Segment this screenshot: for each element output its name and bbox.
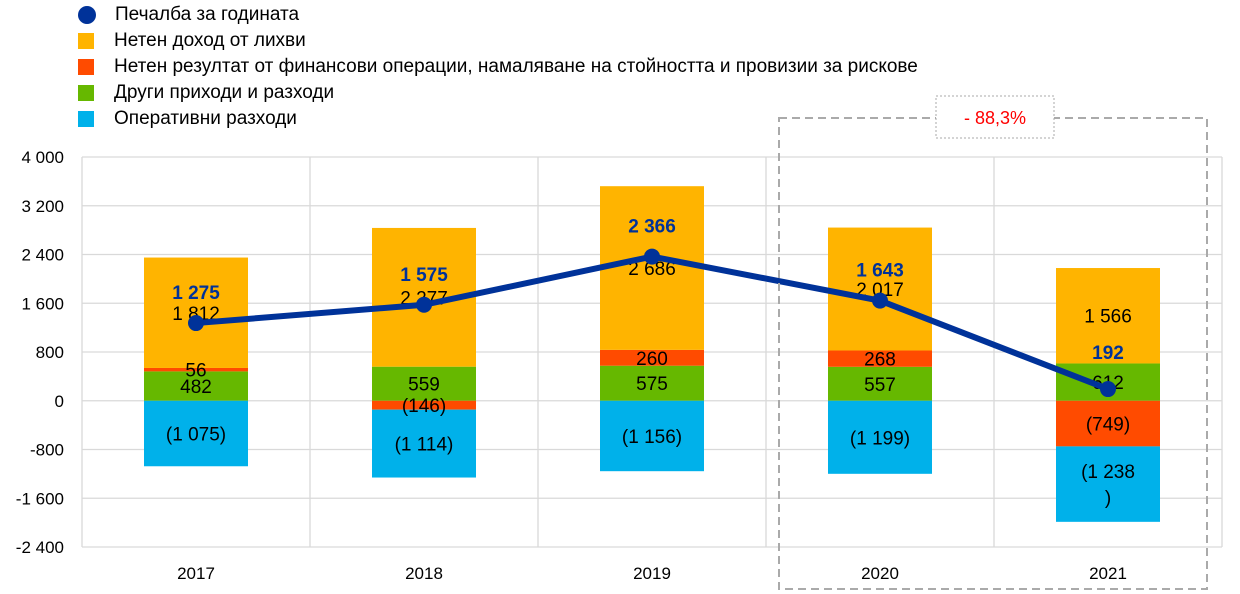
data-label: 2 686 (628, 259, 676, 280)
y-tick-label: 2 400 (21, 246, 64, 265)
bar-segment (372, 400, 476, 410)
x-tick-label: 2019 (633, 564, 671, 583)
data-label: 1 566 (1084, 307, 1132, 328)
legend-item: Нетен доход от лихви (78, 28, 918, 54)
data-label: 482 (180, 377, 212, 398)
bar-segment (600, 365, 704, 401)
profit-label: 1 275 (172, 283, 220, 304)
data-label: (1 199) (850, 428, 910, 449)
y-tick-label: -2 400 (16, 538, 64, 557)
bar-segment (1056, 446, 1160, 522)
legend-marker-dot (78, 6, 96, 24)
data-label: (1 156) (622, 427, 682, 448)
legend-label: Други приходи и разходи (114, 82, 335, 103)
profit-label: 1 575 (400, 265, 448, 286)
legend-label: Печалба за годината (115, 4, 300, 25)
bar-segment (1056, 268, 1160, 364)
bar-segment (144, 367, 248, 372)
legend-item: Нетен резултат от финансови операции, на… (78, 54, 918, 80)
bar-segment (1056, 400, 1160, 447)
legend-item: Печалба за годината (78, 2, 918, 28)
data-label: (1 238 (1081, 462, 1135, 483)
legend-label: Нетен резултат от финансови операции, на… (114, 56, 918, 77)
bar-segment (600, 186, 704, 350)
bar-segment (144, 257, 248, 368)
bar-segment (828, 350, 932, 367)
data-label: (146) (402, 396, 446, 417)
data-label: 268 (864, 350, 896, 371)
legend-swatch (78, 85, 94, 101)
y-tick-label: 1 600 (21, 294, 64, 313)
data-label: 559 (408, 375, 440, 396)
profit-point (188, 315, 204, 332)
legend: Печалба за годината Нетен доход от лихви Н… (78, 2, 918, 132)
profit-label: 1 643 (856, 261, 904, 282)
data-label: (1 075) (166, 425, 226, 446)
data-label: 557 (864, 375, 896, 396)
x-tick-label: 2020 (861, 564, 899, 583)
data-label: ) (1105, 488, 1111, 509)
data-label: 260 (636, 349, 668, 370)
bar-segment (828, 400, 932, 474)
bar-segment (828, 366, 932, 401)
y-tick-label: 3 200 (21, 197, 64, 216)
annotation-box (935, 95, 1055, 139)
y-tick-label: -1 600 (16, 489, 64, 508)
annotation-text: - 88,3% (964, 108, 1026, 128)
data-label: 575 (636, 374, 668, 395)
legend-item: Оперативни разходи (78, 106, 918, 132)
legend-swatch (78, 33, 94, 49)
x-tick-label: 2018 (405, 564, 443, 583)
legend-swatch (78, 59, 94, 75)
y-tick-label: 4 000 (21, 148, 64, 167)
profit-label: 2 366 (628, 217, 676, 238)
legend-item: Други приходи и разходи (78, 80, 918, 106)
x-tick-label: 2021 (1089, 564, 1127, 583)
data-label: 56 (185, 361, 206, 382)
legend-label: Нетен доход от лихви (114, 30, 306, 51)
bar-segment (600, 400, 704, 472)
bar-segment (600, 349, 704, 366)
profit-point (872, 292, 888, 309)
bar-segment (144, 400, 248, 467)
profit-point (644, 248, 660, 265)
bar-segment (372, 409, 476, 478)
profit-label: 192 (1092, 343, 1124, 364)
legend-label: Оперативни разходи (114, 108, 297, 129)
bar-segment (372, 366, 476, 401)
profit-point (416, 296, 432, 313)
data-label: (749) (1086, 415, 1130, 436)
bar-segment (828, 227, 932, 351)
legend-swatch (78, 111, 94, 127)
bar-segment (144, 371, 248, 401)
x-tick-label: 2017 (177, 564, 215, 583)
y-tick-label: -800 (30, 441, 64, 460)
profit-point (1100, 381, 1116, 398)
y-tick-label: 0 (55, 392, 64, 411)
data-label: (1 114) (395, 435, 454, 456)
y-tick-label: 800 (36, 343, 64, 362)
